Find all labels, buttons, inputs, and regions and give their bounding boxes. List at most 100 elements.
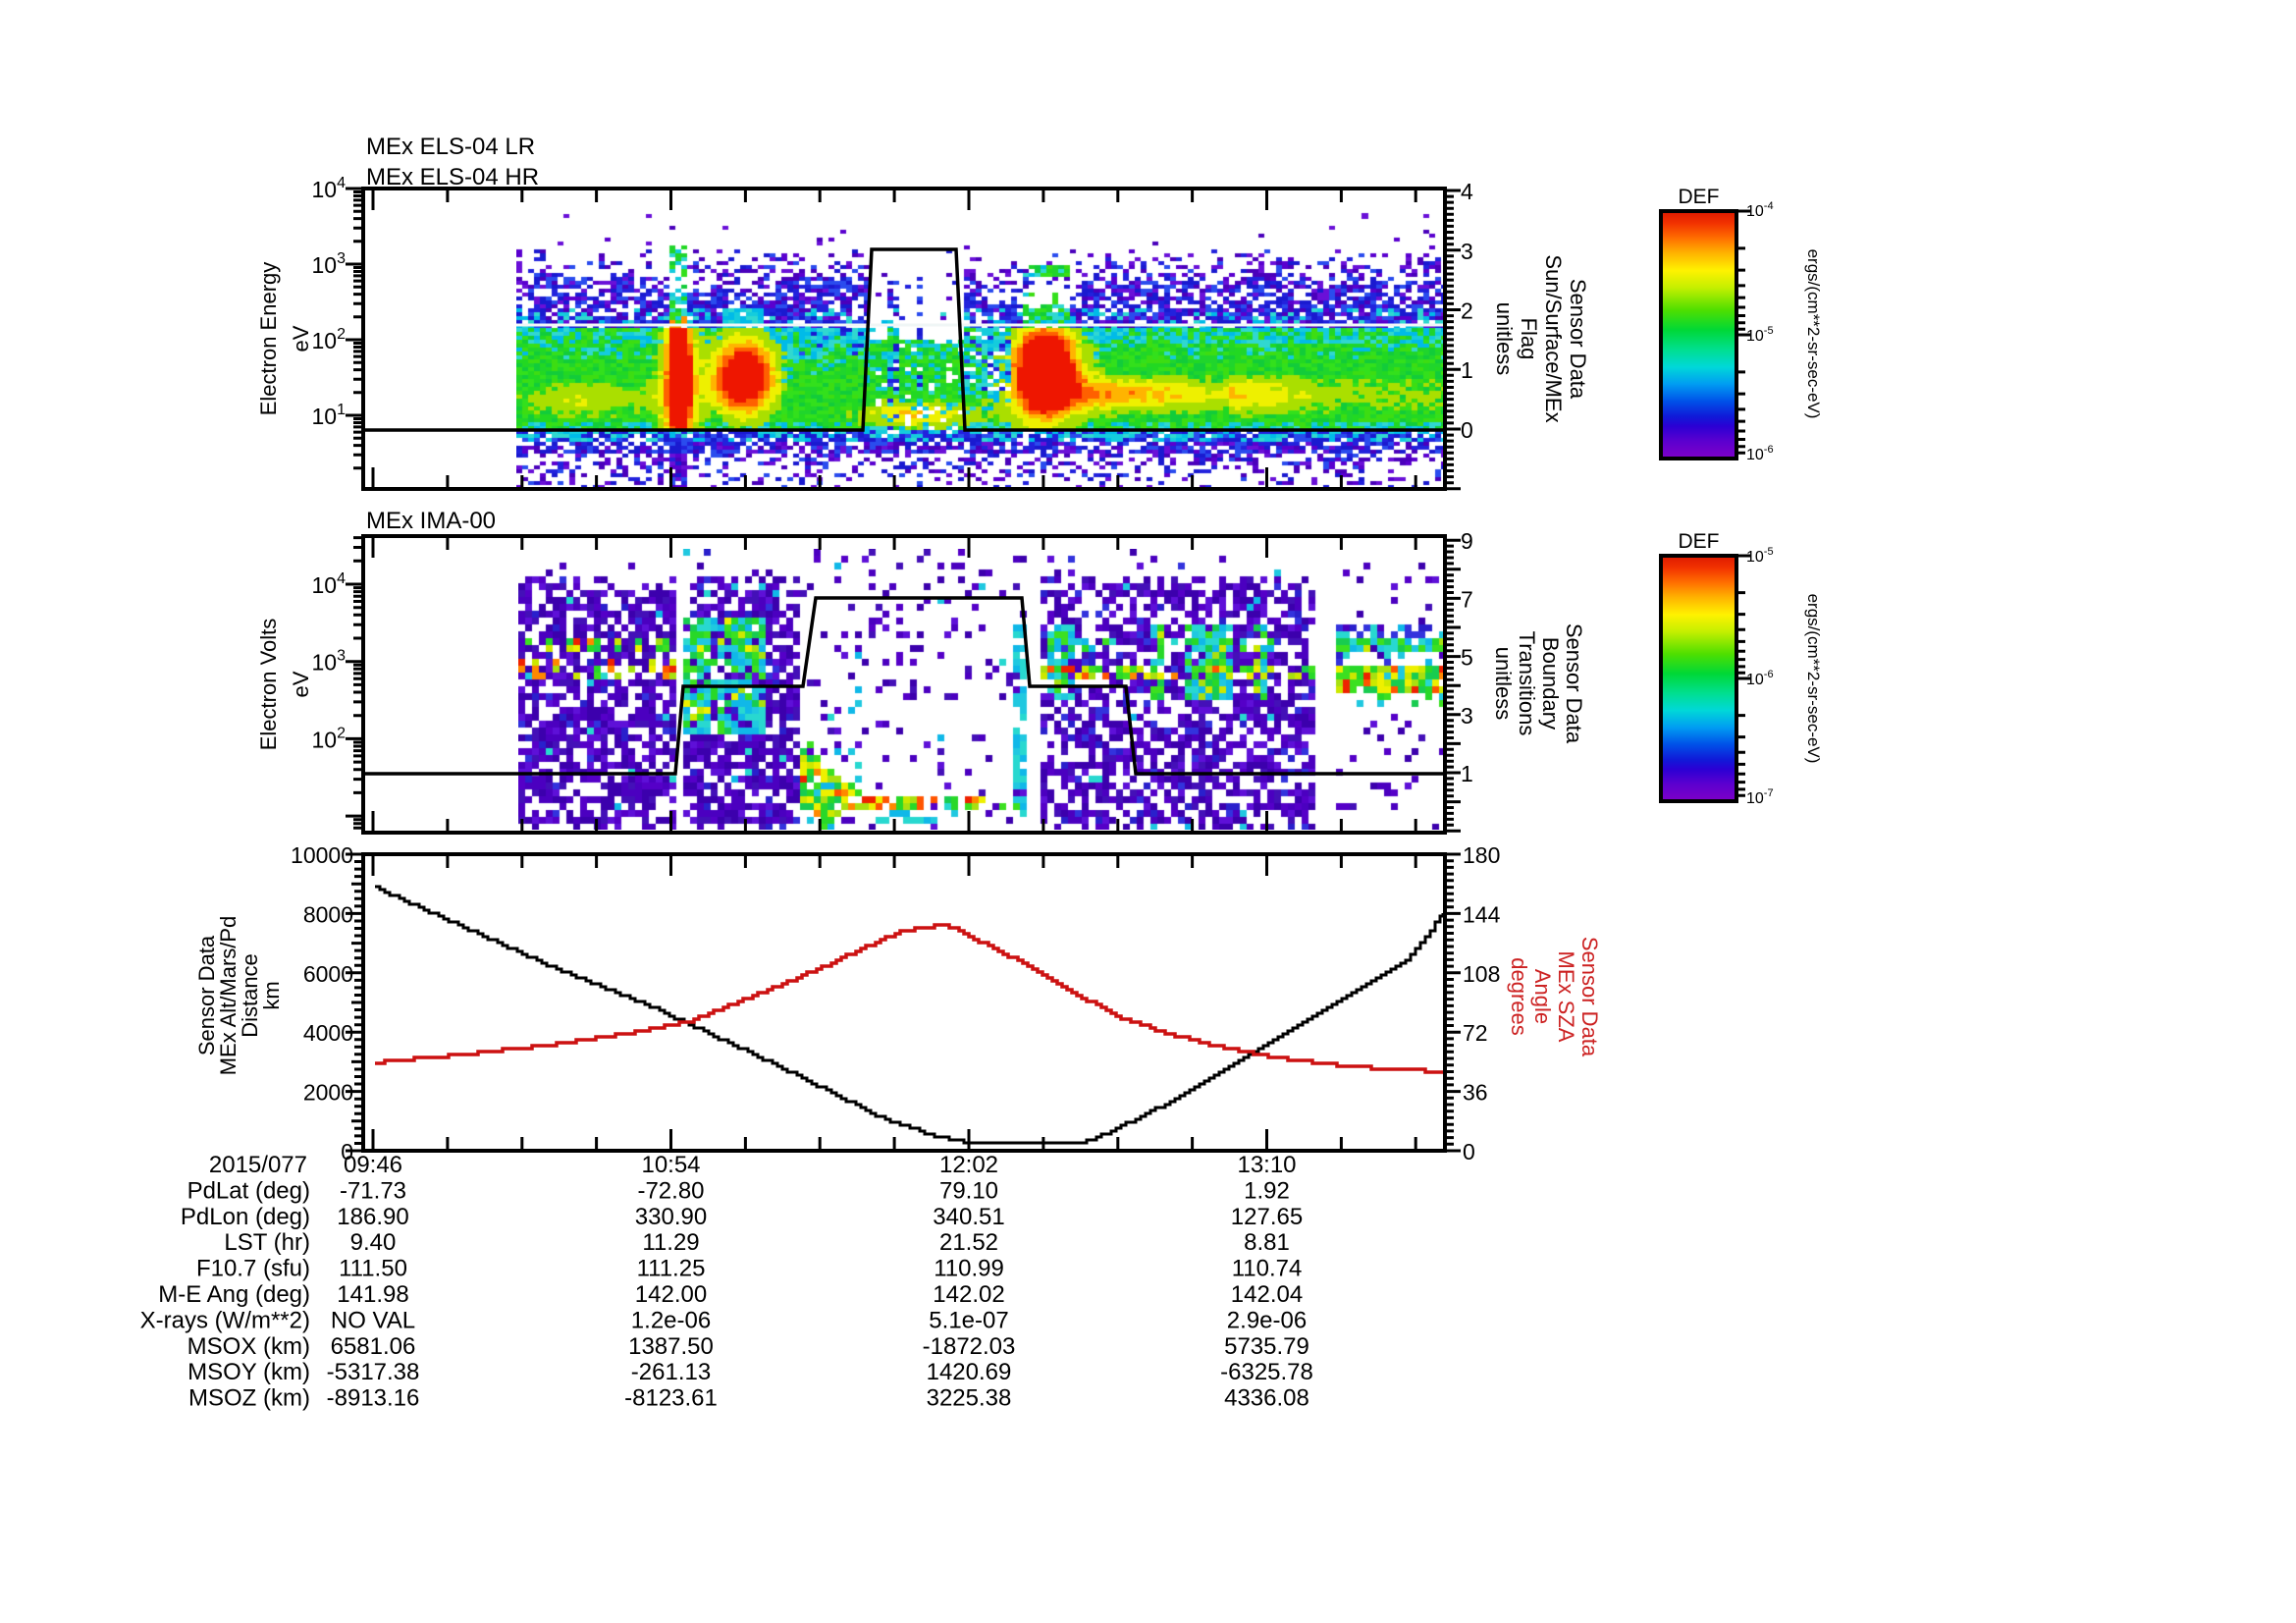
svg-text:9.40: 9.40 <box>350 1229 397 1256</box>
svg-text:142.00: 142.00 <box>635 1281 707 1308</box>
svg-text:MEx IMA-00: MEx IMA-00 <box>366 508 496 534</box>
svg-text:Sensor Data: Sensor Data <box>1577 937 1602 1057</box>
svg-text:MSOY (km): MSOY (km) <box>187 1359 310 1385</box>
svg-text:101: 101 <box>312 402 347 429</box>
svg-text:-8913.16: -8913.16 <box>327 1385 420 1412</box>
svg-text:5.1e-07: 5.1e-07 <box>929 1307 1008 1333</box>
svg-text:1: 1 <box>1461 357 1473 383</box>
svg-text:102: 102 <box>312 326 347 353</box>
svg-text:eV: eV <box>289 325 313 352</box>
svg-text:3225.38: 3225.38 <box>927 1385 1012 1412</box>
svg-text:10-5: 10-5 <box>1746 546 1774 566</box>
svg-text:unitless: unitless <box>1491 647 1516 721</box>
svg-text:142.02: 142.02 <box>933 1281 1004 1308</box>
svg-text:2: 2 <box>1461 298 1473 324</box>
svg-text:PdLon (deg): PdLon (deg) <box>181 1204 310 1230</box>
svg-text:-1872.03: -1872.03 <box>923 1333 1016 1360</box>
svg-text:M-E Ang (deg): M-E Ang (deg) <box>158 1281 310 1308</box>
svg-text:104: 104 <box>312 175 347 202</box>
svg-text:110.74: 110.74 <box>1232 1256 1303 1282</box>
svg-text:X-rays (W/m**2): X-rays (W/m**2) <box>140 1307 310 1333</box>
svg-text:141.98: 141.98 <box>337 1281 408 1308</box>
svg-text:10:54: 10:54 <box>641 1152 700 1178</box>
svg-text:7: 7 <box>1461 586 1473 612</box>
svg-text:0: 0 <box>341 1139 353 1164</box>
svg-text:-8123.61: -8123.61 <box>624 1385 718 1412</box>
svg-text:Sun/Surface/MEx: Sun/Surface/MEx <box>1541 254 1566 422</box>
svg-text:09:46: 09:46 <box>344 1152 402 1178</box>
svg-text:1.2e-06: 1.2e-06 <box>631 1307 711 1333</box>
svg-text:1.92: 1.92 <box>1244 1177 1290 1204</box>
svg-text:Flag: Flag <box>1517 318 1541 360</box>
svg-text:4: 4 <box>1461 179 1473 204</box>
svg-text:111.25: 111.25 <box>637 1256 706 1282</box>
svg-text:MEx ELS-04 LR: MEx ELS-04 LR <box>366 134 535 160</box>
svg-text:3: 3 <box>1461 239 1473 264</box>
svg-text:79.10: 79.10 <box>939 1177 998 1204</box>
svg-text:unitless: unitless <box>1492 302 1517 376</box>
svg-text:102: 102 <box>312 725 347 752</box>
svg-text:ergs/(cm**2-sr-sec-eV): ergs/(cm**2-sr-sec-eV) <box>1804 249 1823 419</box>
svg-text:km: km <box>259 981 284 1009</box>
svg-text:F10.7 (sfu): F10.7 (sfu) <box>196 1256 310 1282</box>
svg-text:2015/077: 2015/077 <box>209 1152 307 1178</box>
svg-text:MSOX (km): MSOX (km) <box>187 1333 310 1360</box>
svg-text:340.51: 340.51 <box>933 1204 1004 1230</box>
svg-text:104: 104 <box>312 570 347 598</box>
svg-text:PdLat (deg): PdLat (deg) <box>187 1177 310 1204</box>
svg-text:Transitions: Transitions <box>1515 631 1539 736</box>
svg-text:-5317.38: -5317.38 <box>327 1359 420 1385</box>
svg-text:111.50: 111.50 <box>339 1256 407 1282</box>
svg-text:21.52: 21.52 <box>939 1229 998 1256</box>
svg-text:142.04: 142.04 <box>1231 1281 1303 1308</box>
svg-text:Sensor Data: Sensor Data <box>194 935 219 1055</box>
svg-text:108: 108 <box>1463 961 1500 987</box>
svg-text:186.90: 186.90 <box>337 1204 408 1230</box>
svg-text:11.29: 11.29 <box>642 1229 699 1256</box>
svg-text:Distance: Distance <box>238 953 262 1038</box>
svg-text:103: 103 <box>312 648 347 676</box>
svg-text:72: 72 <box>1463 1020 1488 1046</box>
svg-text:Sensor Data: Sensor Data <box>1566 279 1590 400</box>
svg-text:-71.73: -71.73 <box>340 1177 406 1204</box>
svg-text:10-6: 10-6 <box>1746 444 1774 463</box>
svg-text:127.65: 127.65 <box>1231 1204 1303 1230</box>
svg-text:degrees: degrees <box>1507 957 1531 1036</box>
svg-text:Angle: Angle <box>1530 969 1555 1024</box>
svg-text:3: 3 <box>1461 703 1473 729</box>
svg-text:DEF: DEF <box>1679 186 1720 208</box>
svg-text:103: 103 <box>312 250 347 278</box>
svg-text:6000: 6000 <box>303 961 353 987</box>
svg-text:2.9e-06: 2.9e-06 <box>1227 1307 1307 1333</box>
svg-text:MSOZ (km): MSOZ (km) <box>188 1385 310 1412</box>
svg-text:1387.50: 1387.50 <box>628 1333 714 1360</box>
svg-text:-72.80: -72.80 <box>637 1177 704 1204</box>
svg-text:0: 0 <box>1461 417 1473 443</box>
svg-text:110.99: 110.99 <box>934 1256 1004 1282</box>
svg-text:Electron Volts: Electron Volts <box>256 619 281 751</box>
svg-text:13:10: 13:10 <box>1237 1152 1296 1178</box>
svg-text:ergs/(cm**2-sr-sec-eV): ergs/(cm**2-sr-sec-eV) <box>1804 594 1823 764</box>
svg-text:Sensor Data: Sensor Data <box>1562 623 1586 744</box>
svg-text:12:02: 12:02 <box>939 1152 998 1178</box>
svg-text:8.81: 8.81 <box>1244 1229 1290 1256</box>
svg-text:180: 180 <box>1463 842 1500 868</box>
svg-text:330.90: 330.90 <box>635 1204 707 1230</box>
svg-text:8000: 8000 <box>303 901 353 927</box>
svg-text:Boundary: Boundary <box>1538 637 1563 730</box>
svg-text:1: 1 <box>1461 761 1473 786</box>
svg-text:5735.79: 5735.79 <box>1224 1333 1309 1360</box>
svg-text:-6325.78: -6325.78 <box>1220 1359 1313 1385</box>
svg-text:10000: 10000 <box>291 842 353 868</box>
svg-text:6581.06: 6581.06 <box>331 1333 416 1360</box>
svg-text:MEx ELS-04 HR: MEx ELS-04 HR <box>366 164 539 190</box>
svg-text:MEx Alt/Mars/Pd: MEx Alt/Mars/Pd <box>216 916 240 1076</box>
svg-text:4000: 4000 <box>303 1020 353 1046</box>
svg-text:10-5: 10-5 <box>1746 325 1774 345</box>
svg-text:144: 144 <box>1463 901 1501 927</box>
svg-text:MEx SZA: MEx SZA <box>1554 951 1578 1043</box>
svg-text:36: 36 <box>1463 1080 1488 1106</box>
svg-text:0: 0 <box>1463 1139 1475 1164</box>
svg-text:DEF: DEF <box>1679 530 1720 553</box>
svg-text:Electron Energy: Electron Energy <box>256 262 281 416</box>
